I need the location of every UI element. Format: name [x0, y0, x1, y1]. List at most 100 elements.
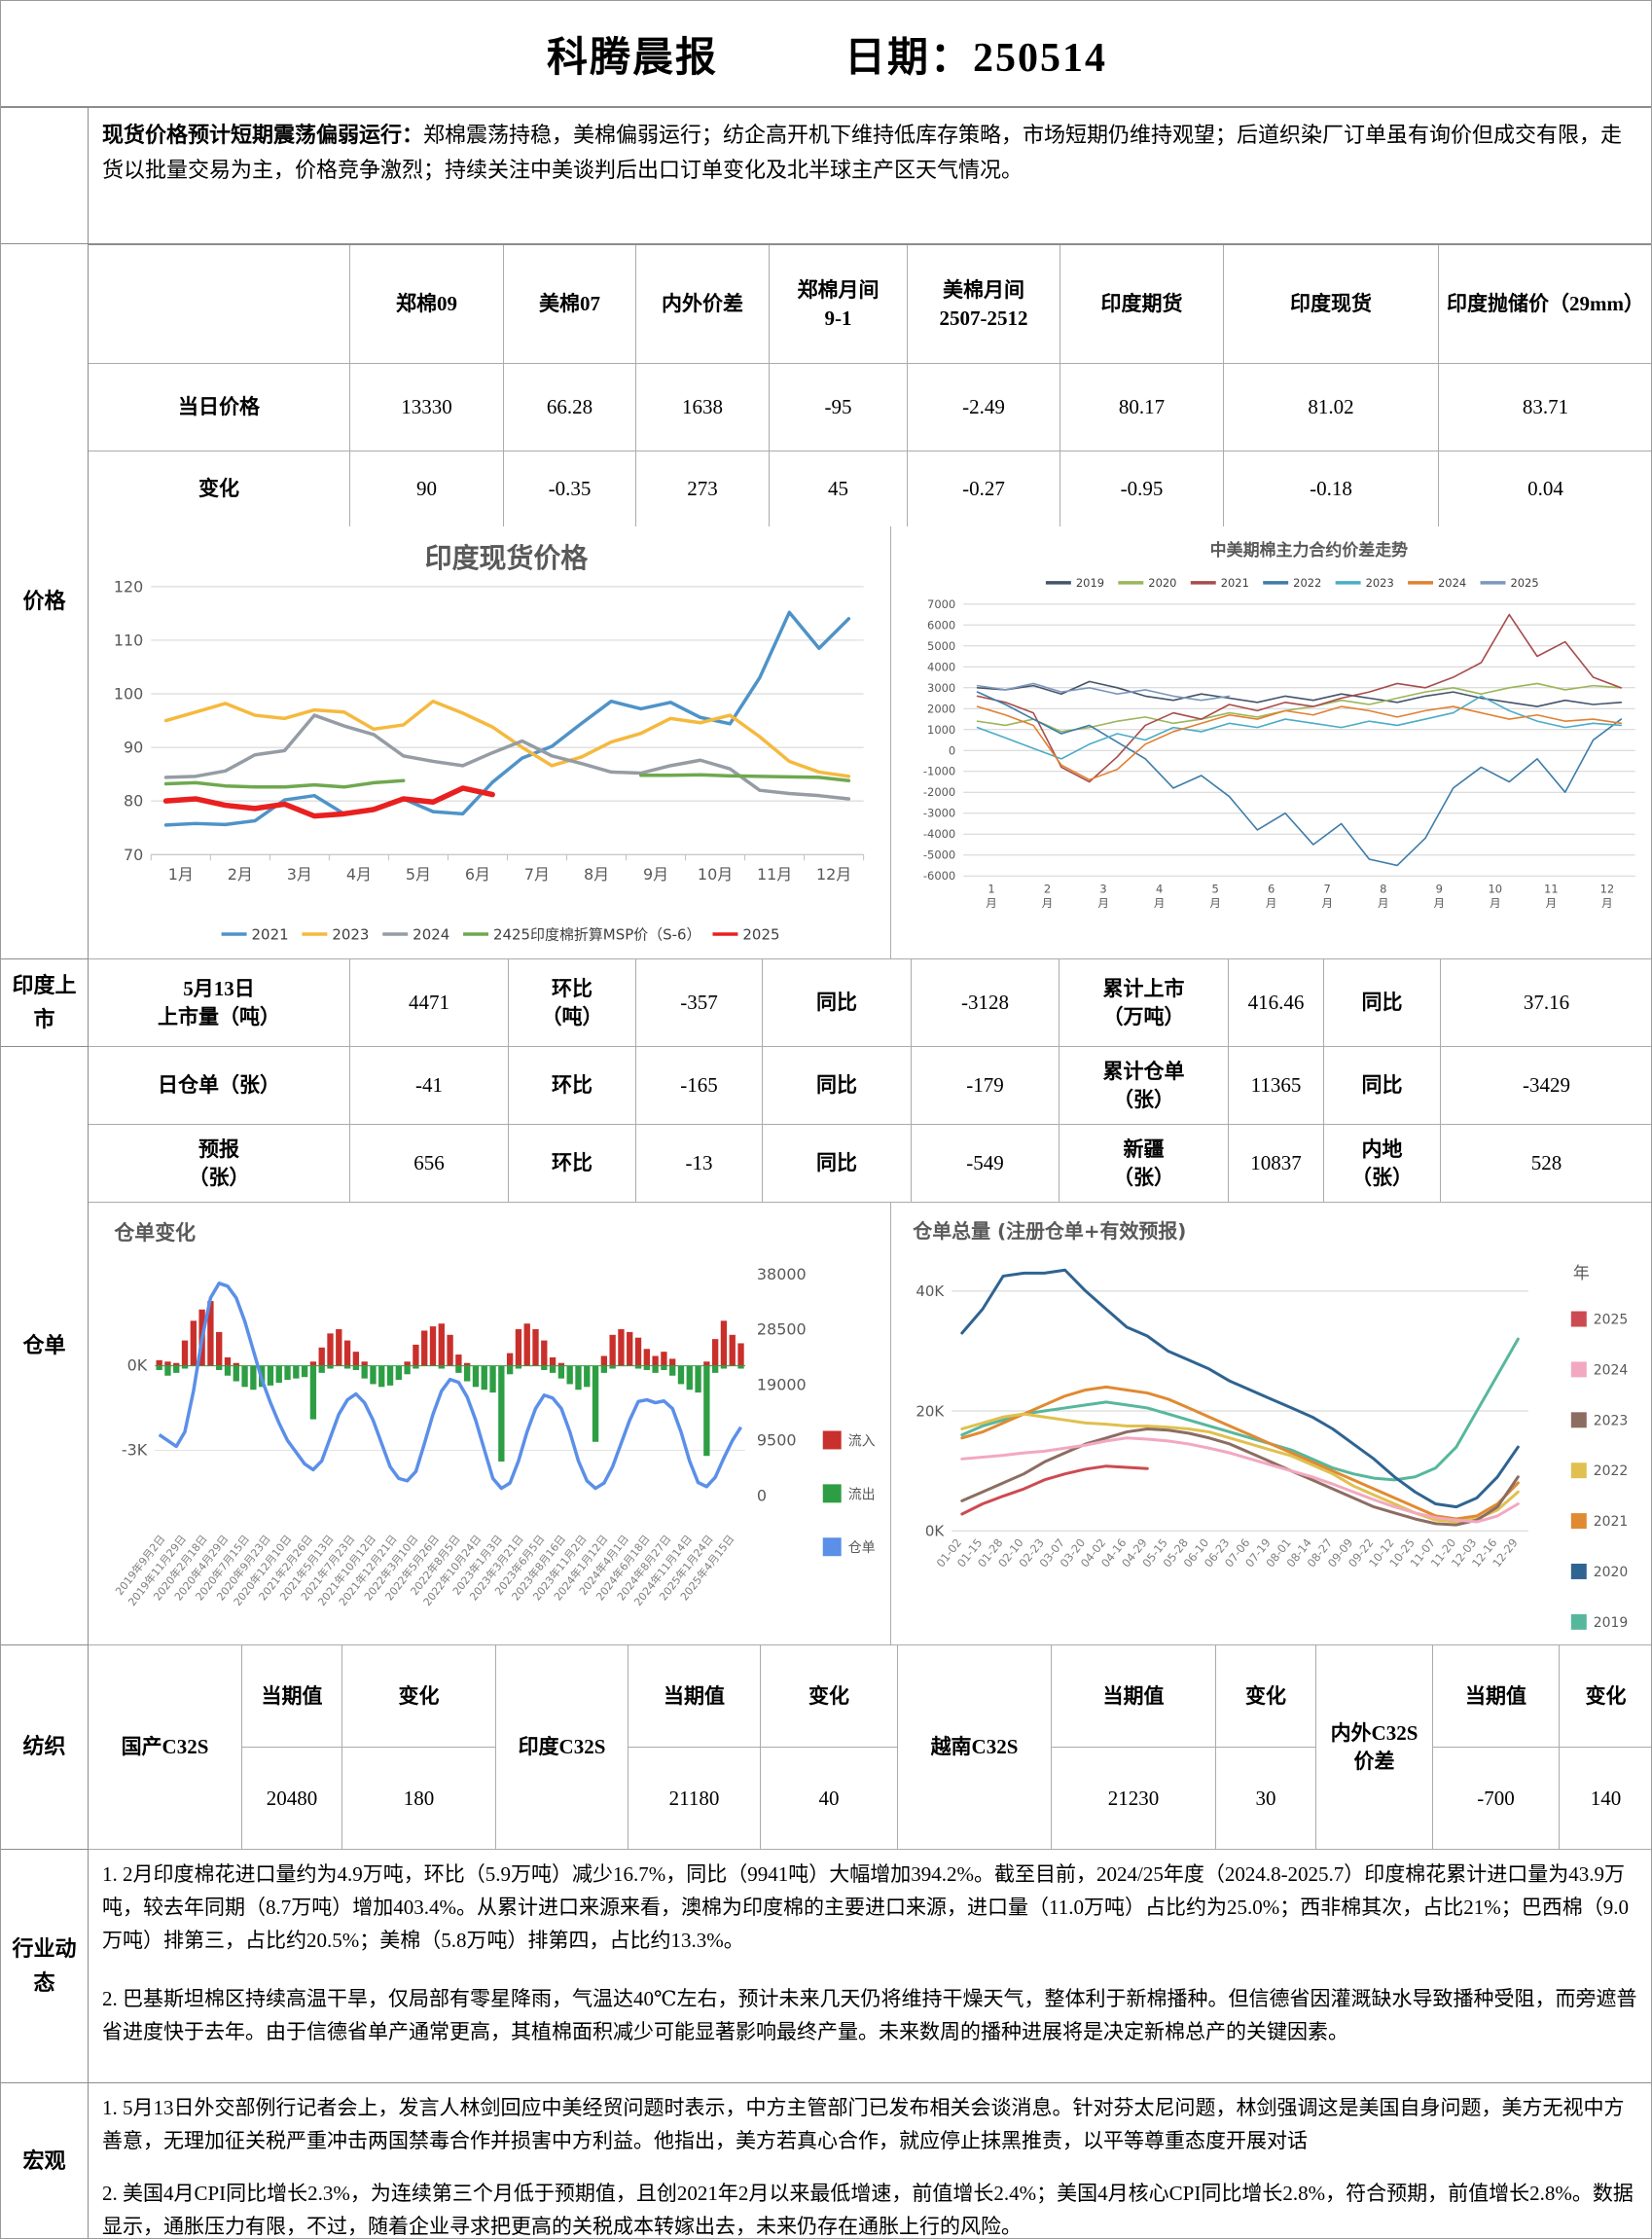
svg-text:流入: 流入 — [848, 1433, 876, 1449]
price-value: 81.02 — [1224, 364, 1439, 451]
col-header: 印度期货 — [1060, 245, 1224, 364]
report-date: 日期：250514 — [844, 35, 1108, 81]
yarn-current-value: -700 — [1433, 1748, 1560, 1850]
price-value: -2.49 — [908, 364, 1060, 451]
svg-text:仓单变化: 仓单变化 — [113, 1221, 196, 1245]
yarn-change-value: 30 — [1216, 1748, 1316, 1850]
summary-lead: 现货价格预计短期震荡偏弱运行： — [102, 123, 424, 147]
svg-text:5月: 5月 — [1209, 883, 1220, 910]
cn-us-spread-chart: 中美期棉主力合约价差走势 7000 6000 5000 4000 3000 2000 1000… — [891, 526, 1651, 959]
yarn-change-value: 140 — [1560, 1748, 1651, 1850]
price-value: -95 — [770, 364, 908, 451]
svg-text:2024: 2024 — [413, 925, 449, 943]
svg-text:3000: 3000 — [927, 681, 955, 695]
svg-text:2425印度棉折算MSP价（S-6）: 2425印度棉折算MSP价（S-6） — [493, 925, 701, 943]
stat-label: 同比 — [763, 959, 912, 1047]
svg-text:8月: 8月 — [1378, 883, 1388, 910]
svg-text:2021: 2021 — [1221, 576, 1249, 590]
price-value: 13330 — [350, 364, 504, 451]
stat-value: -3429 — [1441, 1047, 1651, 1125]
receipt-change-chart: 仓单变化 0K -3K 38000 28500 19000 9500 0 2019年9月2日 20… — [89, 1203, 891, 1645]
yarn-current-value: 21230 — [1052, 1748, 1216, 1850]
svg-text:10月: 10月 — [698, 865, 733, 884]
stat-value: 10837 — [1229, 1125, 1324, 1203]
svg-text:80: 80 — [124, 792, 143, 811]
stat-label: 环比 — [509, 1047, 636, 1125]
svg-text:2024: 2024 — [1438, 576, 1466, 590]
svg-text:1月: 1月 — [168, 865, 194, 884]
svg-text:70: 70 — [124, 846, 143, 864]
svg-text:9500: 9500 — [757, 1430, 797, 1449]
sidebar-spacer — [1, 108, 89, 244]
svg-text:10月: 10月 — [1489, 883, 1503, 910]
textile-table: 国产C32S 当期值 变化 印度C32S 当期值 变化 越南C32S 当期值 变… — [89, 1645, 1651, 1850]
price-corner-cell — [89, 245, 350, 364]
svg-text:2021: 2021 — [252, 925, 289, 943]
svg-text:印度现货价格: 印度现货价格 — [425, 542, 590, 574]
col-header: 郑棉09 — [350, 245, 504, 364]
receipt-total-chart: 仓单总量 (注册仓单+有效预报) 0K 20K 40K 01-02 01-15 01-28 0… — [891, 1203, 1651, 1645]
section-label-price: 价格 — [1, 244, 89, 959]
yarn-change-value: 40 — [761, 1748, 898, 1850]
section-label-macro: 宏观 — [1, 2083, 89, 2238]
yarn-col-change: 变化 — [342, 1645, 496, 1748]
stat-label: 环比 — [509, 1125, 636, 1203]
svg-text:-3000: -3000 — [923, 807, 955, 820]
svg-text:2022: 2022 — [1293, 576, 1321, 590]
yarn-col-change: 变化 — [1560, 1645, 1651, 1748]
yarn-current-value: 20480 — [242, 1748, 342, 1850]
col-header: 印度现货 — [1224, 245, 1439, 364]
stat-label: 新疆 （张） — [1059, 1125, 1229, 1203]
stat-value: 11365 — [1229, 1047, 1324, 1125]
macro-item: 2. 美国4月CPI同比增长2.3%，为连续第三个月低于预期值，且创2021年2… — [102, 2182, 1634, 2239]
stat-value: 37.16 — [1441, 959, 1651, 1047]
india-spot-price-chart: 印度现货价格 70 80 90 100 110 120 1月 2月 3月 4月 5月 6月 7月 8月 9月 1… — [89, 526, 891, 959]
svg-text:2024: 2024 — [1594, 1362, 1629, 1378]
svg-text:仓单: 仓单 — [848, 1540, 876, 1556]
india-arrival-row: 5月13日 上市量（吨） 4471 环比 （吨） -357 同比 -3128 累… — [89, 959, 1651, 1047]
yarn-col-change: 变化 — [1216, 1645, 1316, 1748]
change-value: 90 — [350, 451, 504, 527]
stat-value: -165 — [636, 1047, 763, 1125]
page-title: 科腾晨报 — [546, 35, 718, 81]
svg-text:110: 110 — [114, 632, 143, 650]
svg-text:4月: 4月 — [1154, 883, 1165, 910]
svg-text:7月: 7月 — [524, 865, 550, 884]
stat-value: -13 — [636, 1125, 763, 1203]
svg-text:2023: 2023 — [1366, 576, 1394, 590]
stat-value: -179 — [912, 1047, 1059, 1125]
svg-text:2021: 2021 — [1594, 1514, 1629, 1530]
svg-text:40K: 40K — [916, 1282, 945, 1300]
stat-value: 528 — [1441, 1125, 1651, 1203]
svg-text:11月: 11月 — [1544, 883, 1559, 910]
svg-text:12月: 12月 — [816, 865, 851, 884]
svg-text:7月: 7月 — [1321, 883, 1332, 910]
stat-label: 预报 （张） — [89, 1125, 350, 1203]
svg-text:12月: 12月 — [1600, 883, 1615, 910]
svg-text:7000: 7000 — [927, 597, 955, 611]
svg-text:2019: 2019 — [1076, 576, 1104, 590]
price-table: 郑棉09 美棉07 内外价差 郑棉月间 9-1 美棉月间 2507-2512 印… — [89, 244, 1651, 527]
svg-text:6000: 6000 — [927, 618, 955, 632]
svg-text:120: 120 — [114, 577, 143, 596]
yarn-col-current: 当期值 — [1433, 1645, 1560, 1748]
svg-text:0: 0 — [949, 743, 955, 757]
svg-text:2023: 2023 — [332, 925, 369, 943]
svg-text:2000: 2000 — [927, 702, 955, 715]
stat-label: 同比 — [763, 1125, 912, 1203]
macro-item: 1. 5月13日外交部例行记者会上，发言人林剑回应中美经贸问题时表示，中方主管部… — [102, 2096, 1625, 2153]
col-header: 郑棉月间 9-1 — [770, 245, 908, 364]
svg-text:0: 0 — [757, 1486, 767, 1504]
svg-text:中美期棉主力合约价差走势: 中美期棉主力合约价差走势 — [1210, 540, 1408, 560]
price-value: 66.28 — [504, 364, 636, 451]
svg-text:2019: 2019 — [1594, 1615, 1629, 1631]
col-header: 美棉月间 2507-2512 — [908, 245, 1060, 364]
stat-value: -41 — [350, 1047, 509, 1125]
change-value: -0.95 — [1060, 451, 1224, 527]
row-label: 当日价格 — [89, 364, 350, 451]
svg-text:2020: 2020 — [1594, 1565, 1629, 1580]
price-value: 83.71 — [1439, 364, 1651, 451]
svg-text:4000: 4000 — [927, 660, 955, 673]
stat-value: 416.46 — [1229, 959, 1324, 1047]
